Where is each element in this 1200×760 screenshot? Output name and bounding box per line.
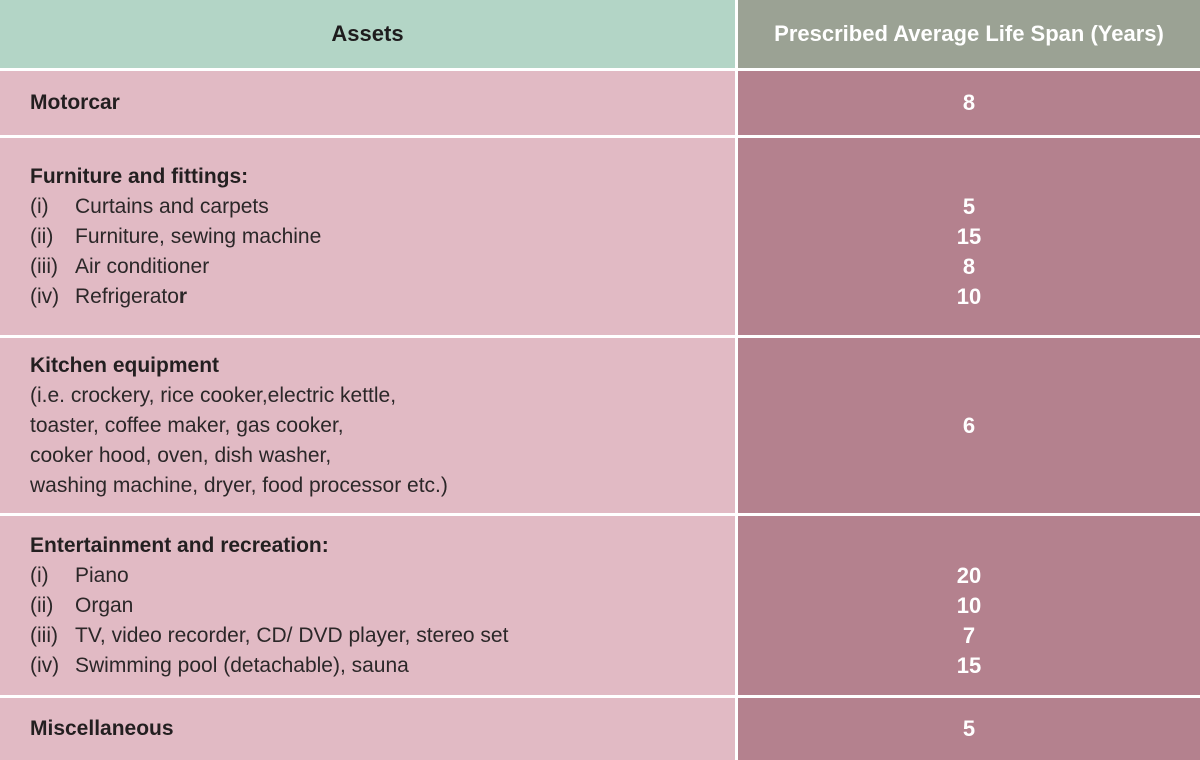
item-text: Organ — [75, 593, 134, 617]
miscellaneous-asset-cell: Miscellaneous — [0, 698, 735, 760]
furniture-item-value: 5 — [962, 193, 976, 219]
entertainment-item: (i) Piano — [30, 561, 735, 591]
furniture-item-value: 10 — [956, 283, 982, 309]
furniture-item: (ii) Furniture, sewing machine — [30, 222, 735, 252]
motorcar-asset-cell: Motorcar — [0, 71, 735, 135]
miscellaneous-value-cell: 5 — [738, 698, 1200, 760]
kitchen-title: Kitchen equipment — [30, 353, 220, 377]
furniture-asset-cell: Furniture and fittings: (i) Curtains and… — [0, 138, 735, 335]
item-numeral: (iv) — [30, 653, 60, 677]
item-numeral: (ii) — [30, 224, 54, 248]
motorcar-value: 8 — [962, 90, 976, 115]
furniture-value-cell: 5 15 8 10 — [738, 138, 1200, 335]
item-numeral: (i) — [30, 563, 49, 587]
table-row-furniture: Furniture and fittings: (i) Curtains and… — [0, 138, 1200, 335]
item-numeral: (i) — [30, 194, 49, 218]
kitchen-detail-line: toaster, coffee maker, gas cooker, — [30, 413, 344, 437]
kitchen-detail-line: washing machine, dryer, food processor e… — [30, 473, 448, 497]
miscellaneous-value: 5 — [962, 716, 976, 741]
furniture-item: (iv) Refrigerato r — [30, 282, 735, 312]
furniture-item: (i) Curtains and carpets — [30, 192, 735, 222]
kitchen-asset-cell: Kitchen equipment (i.e. crockery, rice c… — [0, 338, 735, 513]
entertainment-asset-cell: Entertainment and recreation: (i) Piano … — [0, 516, 735, 695]
item-numeral: (iv) — [30, 284, 60, 308]
item-numeral: (iii) — [30, 623, 58, 647]
furniture-title: Furniture and fittings: — [30, 164, 249, 188]
item-text: Swimming pool (detachable), sauna — [75, 653, 409, 677]
item-text: Air conditioner — [75, 254, 210, 278]
entertainment-value-cell: 20 10 7 15 — [738, 516, 1200, 695]
item-numeral: (iii) — [30, 254, 58, 278]
kitchen-value: 6 — [962, 412, 976, 438]
lifespan-header-cell: Prescribed Average Life Span (Years) — [738, 0, 1200, 68]
lifespan-header-label: Prescribed Average Life Span (Years) — [774, 21, 1164, 46]
item-text: Piano — [75, 563, 129, 587]
entertainment-item-value: 10 — [956, 592, 982, 618]
assets-header-label: Assets — [331, 21, 404, 46]
item-numeral: (ii) — [30, 593, 54, 617]
table-row-motorcar: Motorcar 8 — [0, 71, 1200, 135]
entertainment-item-value: 15 — [956, 652, 982, 678]
entertainment-item: (ii) Organ — [30, 591, 735, 621]
table-row-miscellaneous: Miscellaneous 5 — [0, 698, 1200, 760]
furniture-item-value: 8 — [962, 253, 976, 279]
entertainment-item-value: 7 — [962, 622, 976, 648]
entertainment-item: (iv) Swimming pool (detachable), sauna — [30, 651, 735, 681]
furniture-item-value: 15 — [956, 223, 982, 249]
motorcar-title: Motorcar — [30, 91, 120, 114]
table-header-row: Assets Prescribed Average Life Span (Yea… — [0, 0, 1200, 68]
entertainment-title: Entertainment and recreation: — [30, 533, 329, 557]
item-text-bold-suffix: r — [178, 284, 188, 308]
furniture-item: (iii) Air conditioner — [30, 252, 735, 282]
table-row-kitchen: Kitchen equipment (i.e. crockery, rice c… — [0, 338, 1200, 513]
item-text: Refrigerato — [75, 284, 179, 308]
entertainment-item-value: 20 — [956, 562, 982, 588]
item-text: Curtains and carpets — [75, 194, 269, 218]
kitchen-value-cell: 6 — [738, 338, 1200, 513]
kitchen-detail-line: cooker hood, oven, dish washer, — [30, 443, 332, 467]
table-row-entertainment: Entertainment and recreation: (i) Piano … — [0, 516, 1200, 695]
kitchen-detail-line: (i.e. crockery, rice cooker,electric ket… — [30, 383, 397, 407]
miscellaneous-title: Miscellaneous — [30, 717, 174, 740]
entertainment-item: (iii) TV, video recorder, CD/ DVD player… — [30, 621, 735, 651]
motorcar-value-cell: 8 — [738, 71, 1200, 135]
item-text: Furniture, sewing machine — [75, 224, 322, 248]
assets-header-cell: Assets — [0, 0, 735, 68]
item-text: TV, video recorder, CD/ DVD player, ster… — [75, 623, 509, 647]
